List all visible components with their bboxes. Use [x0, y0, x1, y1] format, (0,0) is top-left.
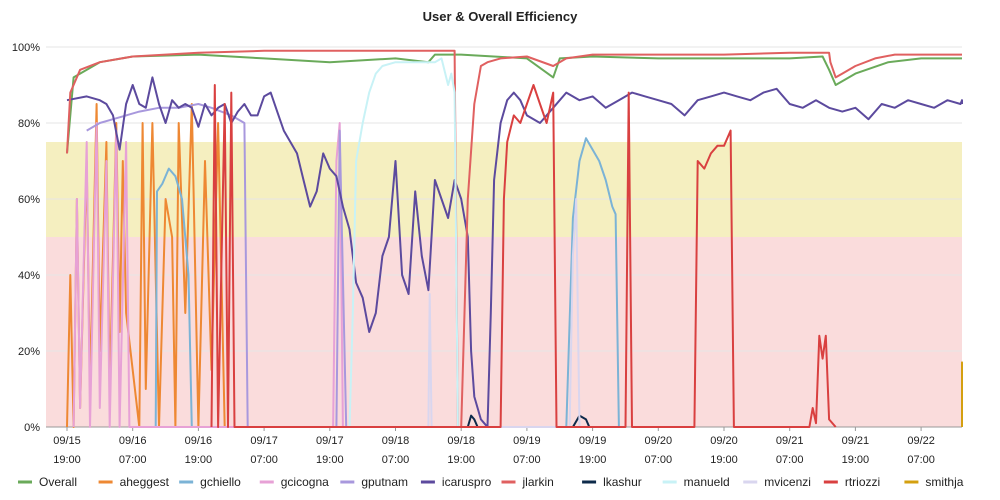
chart-title: User & Overall Efficiency [423, 9, 578, 24]
x-tick-date: 09/20 [645, 435, 673, 447]
legend-label: smithja [925, 475, 963, 489]
y-tick-label: 0% [24, 422, 40, 434]
x-tick-time: 07:00 [513, 454, 541, 466]
x-tick-date: 09/21 [842, 435, 870, 447]
series-line-icaruspro [66, 76, 963, 428]
x-tick-time: 19:00 [579, 454, 607, 466]
series-line-manueld [348, 57, 459, 428]
y-tick-label: 60% [18, 194, 40, 206]
legend-item-smithja: smithja [904, 475, 964, 489]
x-tick-date: 09/20 [710, 435, 738, 447]
legend-label: gcicogna [281, 475, 329, 489]
series-line-gputnam [86, 103, 350, 428]
x-tick-time: 19:00 [842, 454, 870, 466]
x-tick-time: 19:00 [185, 454, 213, 466]
x-tick-time: 19:00 [53, 454, 81, 466]
legend-label: rtriozzi [845, 475, 880, 489]
x-tick-date: 09/15 [53, 435, 81, 447]
y-tick-label: 80% [18, 118, 40, 130]
x-tick-time: 07:00 [907, 454, 935, 466]
x-tick-time: 07:00 [645, 454, 673, 466]
x-tick-date: 09/17 [250, 435, 278, 447]
x-tick-time: 19:00 [447, 454, 475, 466]
legend-item-overall: Overall [18, 475, 77, 489]
x-tick-time: 19:00 [316, 454, 344, 466]
x-axis-ticks: 09/15 19:00 09/16 07:00 09/16 19:00 09/17 07:00… [53, 427, 935, 466]
x-tick-date: 09/19 [513, 435, 541, 447]
series-line-jlarkin [66, 49, 962, 428]
legend-label: manueld [684, 475, 730, 489]
x-tick-time: 07:00 [119, 454, 147, 466]
legend-item-gcicogna: gcicogna [259, 475, 329, 489]
legend-item-aheggest: aheggest [98, 475, 170, 489]
x-tick-date: 09/21 [776, 435, 804, 447]
x-tick-time: 19:00 [710, 454, 738, 466]
legend-label: jlarkin [522, 475, 554, 489]
series-line-gcicogna [72, 122, 344, 428]
y-tick-label: 20% [18, 346, 40, 358]
legend-item-icaruspro: icaruspro [420, 475, 492, 489]
series-line-rtriozzi [210, 84, 837, 428]
legend-item-lkashur: lkashur [582, 475, 642, 489]
legend-label: mvicenzi [764, 475, 811, 489]
x-tick-date: 09/18 [447, 435, 475, 447]
y-tick-label: 100% [12, 42, 40, 54]
y-axis-ticks: 0% 20% 40% 60% 80% 100% [12, 42, 40, 434]
legend-item-manueld: manueld [662, 475, 730, 489]
legend-label: gchiello [200, 475, 241, 489]
x-tick-time: 07:00 [250, 454, 278, 466]
legend-item-gputnam: gputnam [340, 475, 408, 489]
legend-label: Overall [39, 475, 77, 489]
legend-label: icaruspro [442, 475, 492, 489]
x-tick-date: 09/16 [185, 435, 213, 447]
legend: Overall aheggest gchiello gcicogna gputnam ic… [18, 475, 964, 489]
legend-item-mvicenzi: mvicenzi [743, 475, 811, 489]
legend-item-gchiello: gchiello [179, 475, 241, 489]
legend-label: aheggest [120, 475, 170, 489]
x-tick-date: 09/19 [579, 435, 607, 447]
legend-label: gputnam [361, 475, 408, 489]
y-tick-label: 40% [18, 270, 40, 282]
x-tick-date: 09/18 [382, 435, 410, 447]
x-tick-date: 09/16 [119, 435, 147, 447]
legend-item-rtriozzi: rtriozzi [823, 475, 880, 489]
legend-label: lkashur [603, 475, 642, 489]
series-line-overall [66, 53, 962, 154]
x-tick-time: 07:00 [382, 454, 410, 466]
x-tick-date: 09/22 [907, 435, 935, 447]
x-tick-time: 07:00 [776, 454, 804, 466]
series-lines [66, 49, 963, 428]
legend-item-jlarkin: jlarkin [501, 475, 554, 489]
x-tick-date: 09/17 [316, 435, 344, 447]
